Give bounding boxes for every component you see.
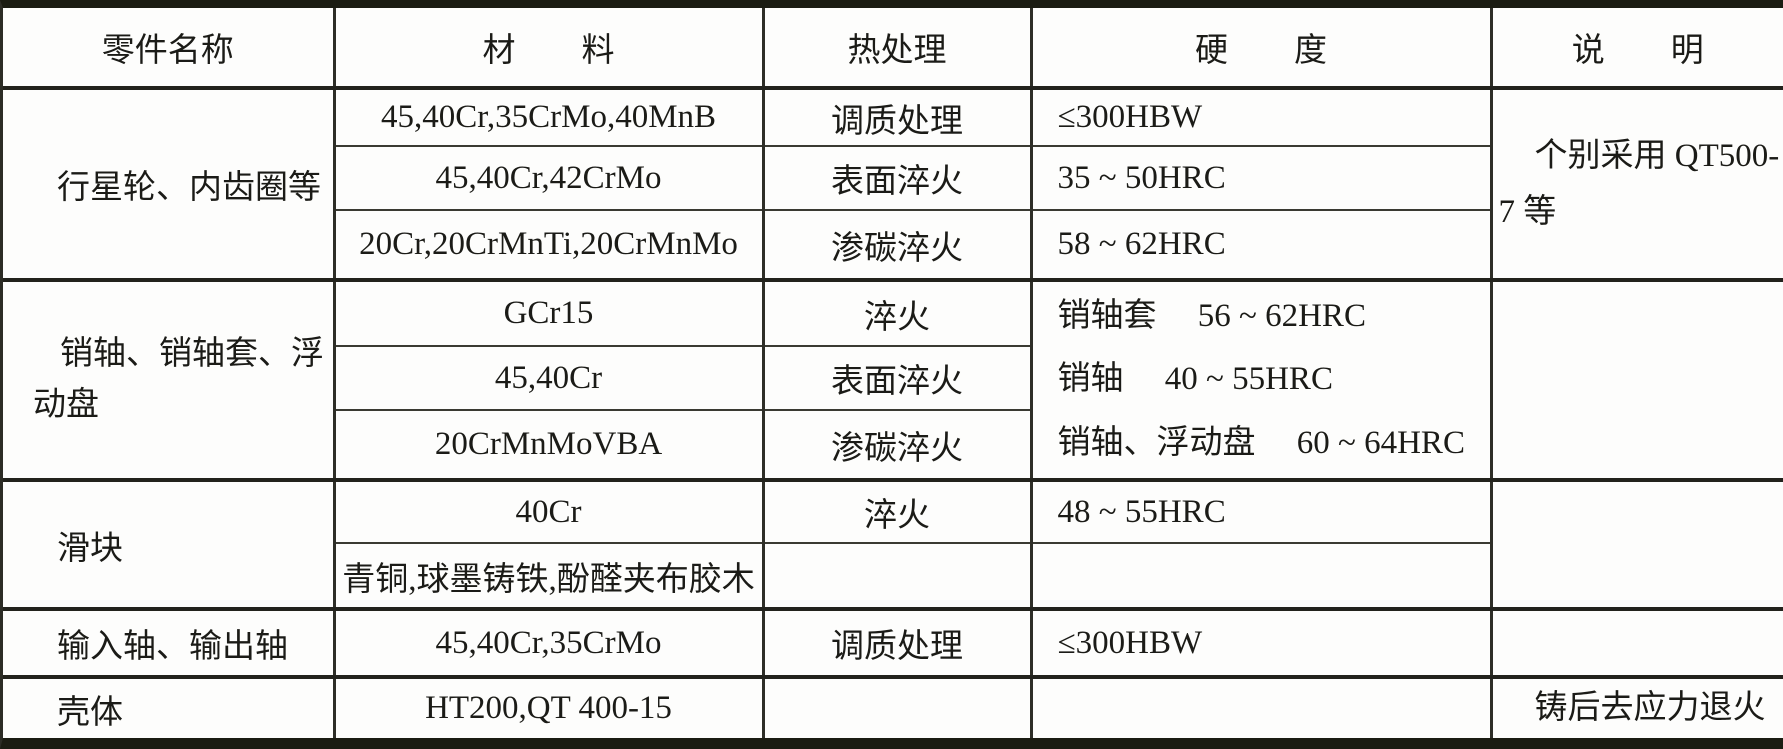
cell-material: 45,40Cr <box>334 346 765 411</box>
header-row: 零件名称 材 料 热处理 硬 度 说 明 <box>3 8 1783 90</box>
cell-hardness: 35 ~ 50HRC <box>1031 146 1493 211</box>
cell-material: 20Cr,20CrMnTi,20CrMnMo <box>334 210 765 282</box>
cell-note-group3 <box>1491 480 1783 611</box>
cell-hardness <box>1031 543 1493 611</box>
cell-heat-treatment: 调质处理 <box>763 609 1033 679</box>
cell-hardness: ≤300HBW <box>1031 609 1493 679</box>
col-header-hardness: 硬 度 <box>1031 8 1493 90</box>
cell-part-group3: 滑块 <box>3 480 336 611</box>
cell-hardness-group2: 销轴套 56 ~ 62HRC 销轴 40 ~ 55HRC 销轴、浮动盘 60 ~… <box>1031 280 1493 482</box>
cell-hardness: ≤300HBW <box>1031 88 1493 147</box>
table-row: 45,40Cr,42CrMo 表面淬火 35 ~ 50HRC <box>3 146 1783 211</box>
cell-hardness: 48 ~ 55HRC <box>1031 480 1493 544</box>
cell-heat-treatment: 表面淬火 <box>763 346 1033 411</box>
table-row: 输入轴、输出轴 45,40Cr,35CrMo 调质处理 ≤300HBW <box>3 609 1783 679</box>
cell-material: 20CrMnMoVBA <box>334 410 765 482</box>
col-header-heat-treatment: 热处理 <box>763 8 1033 90</box>
cell-material: 45,40Cr,35CrMo <box>334 609 765 679</box>
cell-note-group2 <box>1491 280 1783 482</box>
cell-heat-treatment: 渗碳淬火 <box>763 410 1033 482</box>
cell-material: 青铜,球墨铸铁,酚醛夹布胶木 <box>334 543 765 611</box>
cell-part-group1: 行星轮、内齿圈等 <box>3 88 336 282</box>
table-row: 青铜,球墨铸铁,酚醛夹布胶木 <box>3 543 1783 611</box>
table-row: 销轴、销轴套、浮 动盘 GCr15 淬火 销轴套 56 ~ 62HRC 销轴 4… <box>3 280 1783 482</box>
cell-part-housing: 壳体 <box>3 677 336 738</box>
cell-heat-treatment <box>763 543 1033 611</box>
col-header-material: 材 料 <box>334 8 765 90</box>
cell-note <box>1491 609 1783 679</box>
table-row: 45,40Cr 表面淬火 <box>3 346 1783 411</box>
cell-material: 45,40Cr,35CrMo,40MnB <box>334 88 765 147</box>
cell-hardness: 58 ~ 62HRC <box>1031 210 1493 282</box>
col-header-note: 说 明 <box>1491 8 1783 90</box>
table-row: 滑块 40Cr 淬火 48 ~ 55HRC <box>3 480 1783 611</box>
cell-part-group2: 销轴、销轴套、浮 动盘 <box>3 280 336 482</box>
cell-note: 铸后去应力退火 <box>1534 690 1766 727</box>
cell-heat-treatment: 调质处理 <box>763 88 1033 147</box>
cell-material: 45,40Cr,42CrMo <box>334 146 765 211</box>
cell-heat-treatment: 表面淬火 <box>763 146 1033 211</box>
cell-heat-treatment: 淬火 <box>763 280 1033 347</box>
cell-heat-treatment: 渗碳淬火 <box>763 210 1033 282</box>
cell-heat-treatment: 淬火 <box>763 480 1033 544</box>
cell-note-group1: 个别采用 QT500- 7 等 <box>1491 88 1783 282</box>
table-row: 行星轮、内齿圈等 45,40Cr,35CrMo,40MnB 调质处理 ≤300H… <box>3 88 1783 282</box>
cell-heat-treatment <box>763 677 1033 738</box>
cell-material: 40Cr <box>334 480 765 544</box>
table-row: 20CrMnMoVBA 渗碳淬火 <box>3 410 1783 482</box>
cell-material: GCr15 <box>334 280 765 347</box>
table-row: 壳体 HT200,QT 400-15 铸后去应力退火 <box>3 677 1783 738</box>
table-row: 20Cr,20CrMnTi,20CrMnMo 渗碳淬火 58 ~ 62HRC <box>3 210 1783 282</box>
cell-material: HT200,QT 400-15 <box>334 677 765 738</box>
cell-part-shafts: 输入轴、输出轴 <box>3 609 336 679</box>
cell-hardness <box>1031 677 1493 738</box>
materials-heat-treatment-table: 零件名称 材 料 热处理 硬 度 说 明 行星轮、内齿圈等 45,40Cr,35… <box>3 8 1783 738</box>
col-header-part-name: 零件名称 <box>3 8 336 90</box>
